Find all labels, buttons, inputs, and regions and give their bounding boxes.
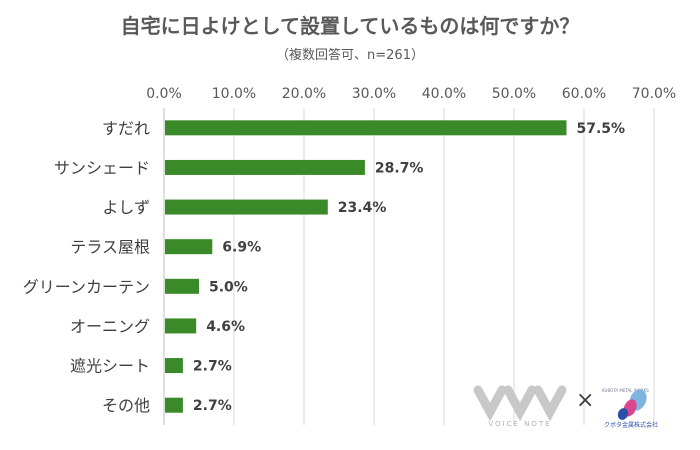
value-label: 2.7%: [193, 359, 232, 375]
value-label: 6.9%: [222, 240, 261, 256]
chart-subtitle: （複数回答可、n=261）: [276, 48, 424, 63]
value-label: 28.7%: [375, 160, 424, 176]
value-label: 4.6%: [206, 319, 245, 335]
logo-area: VOICE NOTE × KUBOTA METAL WORKS クボタ金属株式会…: [470, 382, 680, 432]
bar: [165, 358, 183, 374]
x-tick-label: 0.0%: [146, 86, 182, 102]
bar: [165, 278, 199, 294]
category-label: オーニング: [70, 317, 150, 336]
chart-title: 自宅に日よけとして設置しているものは何ですか？: [120, 14, 580, 38]
voice-note-logo: [473, 385, 567, 422]
bar: [165, 159, 365, 175]
bar: [165, 120, 567, 136]
category-label: テラス屋根: [70, 238, 150, 257]
x-tick-label: 70.0%: [632, 86, 676, 102]
x-tick-label: 10.0%: [212, 86, 256, 102]
value-label: 2.7%: [193, 398, 232, 414]
x-tick-label: 40.0%: [422, 86, 466, 102]
bar: [165, 199, 328, 215]
metal-works-logo: [617, 389, 647, 420]
bar: [165, 318, 197, 334]
value-label: 57.5%: [577, 121, 626, 137]
x-tick-label: 50.0%: [492, 86, 536, 102]
value-label: 5.0%: [209, 279, 248, 295]
category-label: よしず: [102, 198, 150, 217]
x-tick-label: 60.0%: [562, 86, 606, 102]
bar: [165, 397, 183, 413]
metal-works-text: クボタ金属株式会社: [604, 422, 659, 429]
category-label: グリーンカーテン: [23, 277, 150, 296]
value-label: 23.4%: [338, 200, 387, 216]
category-label: その他: [102, 396, 150, 415]
voice-note-text: VOICE NOTE: [488, 420, 552, 428]
times-separator: ×: [576, 388, 595, 413]
category-label: サンシェード: [54, 158, 150, 177]
category-label: 遮光シート: [70, 357, 150, 376]
x-tick-label: 20.0%: [282, 86, 326, 102]
bar: [165, 239, 213, 255]
x-tick-label: 30.0%: [352, 86, 396, 102]
category-label: すだれ: [102, 119, 150, 138]
metal-works-small-text: KUBOTA METAL WORKS: [602, 388, 649, 393]
